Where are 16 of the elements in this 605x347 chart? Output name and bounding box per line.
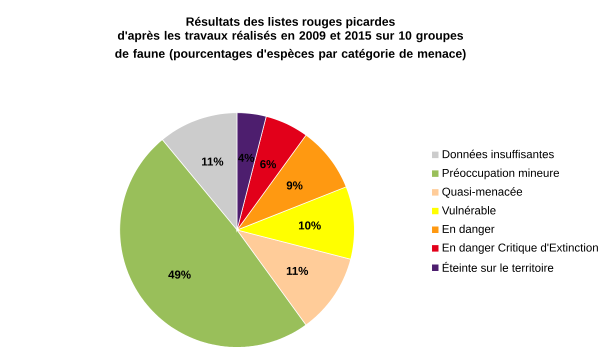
legend-label: En danger Critique d'Extinction (442, 243, 598, 254)
data-label: 4% (238, 154, 254, 162)
legend-label: Éteinte sur le territoire (442, 262, 554, 272)
chart-subtitle: d'après les travaux réalisés en 2009 et 2015 sur 10 groupes de faune (pourcentages d'espèces par catégorie de menace) (115, 30, 466, 60)
data-label: 11% (202, 157, 224, 166)
data-label: 10% (298, 221, 321, 230)
legend-label: En danger (442, 224, 494, 236)
legend-label: Vulnérable (442, 206, 496, 214)
legend-label: Données insuffisantes (442, 150, 554, 158)
data-label: 9% (286, 181, 303, 190)
legend-label: Quasi-menacée (442, 186, 522, 198)
data-label: 6% (260, 160, 276, 168)
data-label: 49% (168, 270, 191, 278)
data-label: 11% (286, 266, 308, 275)
legend-label: Préoccupation mineure (442, 168, 560, 180)
chart-title: Résultats des listes rouges picardes (186, 16, 395, 28)
